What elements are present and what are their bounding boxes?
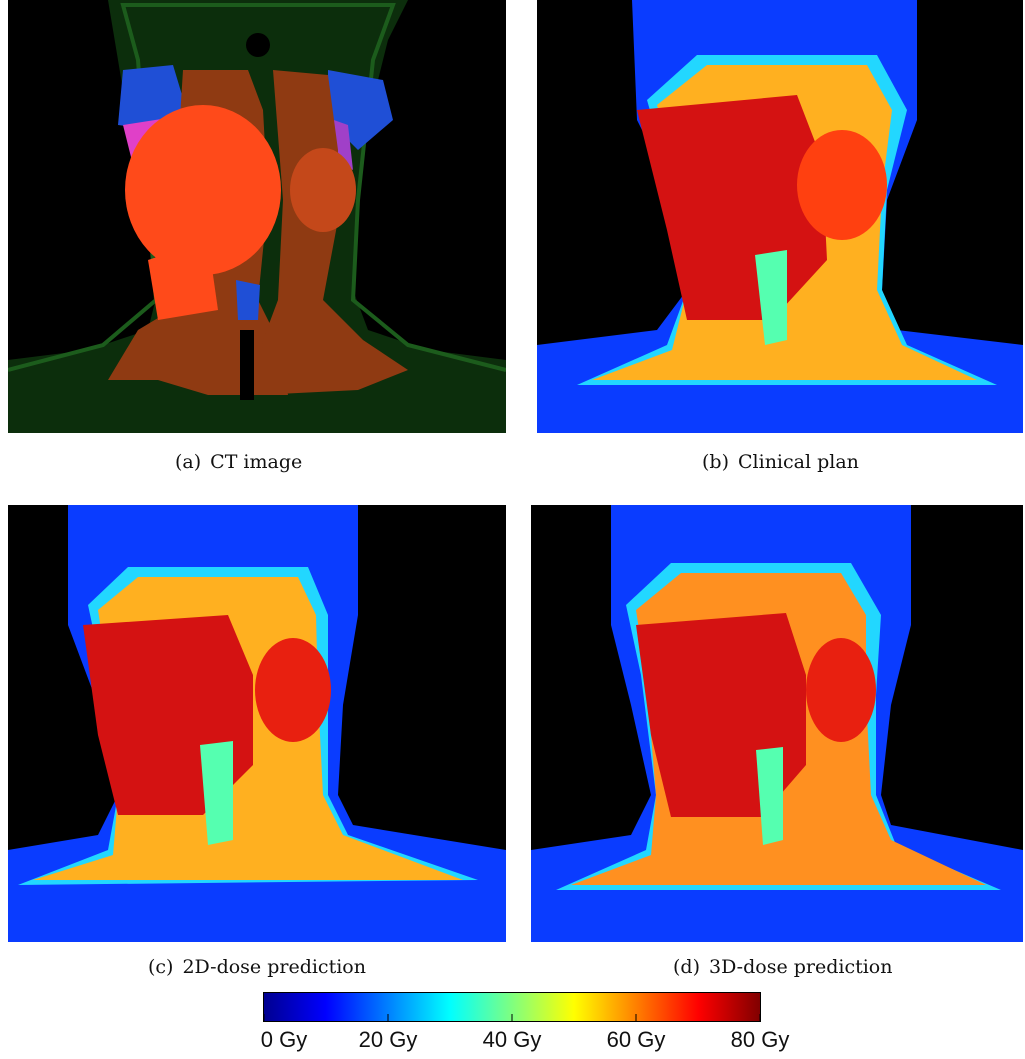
colorbar-tick-label: 0 Gy — [260, 1027, 308, 1052]
panel-b-label: (b) — [702, 451, 729, 473]
colorbar-tick-label: 80 Gy — [730, 1027, 790, 1052]
dose-colorbar — [263, 992, 761, 1022]
panel-d-caption: (d) 3D-dose prediction — [673, 956, 893, 978]
2d-dose-prediction-map — [8, 505, 506, 942]
clinical-plan-dose-map — [537, 0, 1023, 433]
3d-dose-prediction-panel — [531, 505, 1023, 942]
panel-a-title: CT image — [210, 451, 303, 473]
panel-a-caption: (a) CT image — [175, 451, 302, 473]
colorbar-tick-label: 20 Gy — [358, 1027, 418, 1052]
ct-image — [8, 0, 506, 433]
panel-d-title: 3D-dose prediction — [709, 956, 893, 978]
panel-b-title: Clinical plan — [738, 451, 859, 473]
clinical-plan-panel — [537, 0, 1023, 433]
panel-c-label: (c) — [148, 956, 174, 978]
panel-a-label: (a) — [175, 451, 202, 473]
colorbar-tick-label: 60 Gy — [606, 1027, 666, 1052]
3d-dose-prediction-map — [531, 505, 1023, 942]
colorbar-tick-label: 40 Gy — [482, 1027, 542, 1052]
panel-d-label: (d) — [673, 956, 700, 978]
panel-c-caption: (c) 2D-dose prediction — [148, 956, 366, 978]
ct-image-panel — [8, 0, 506, 433]
2d-dose-prediction-panel — [8, 505, 506, 942]
panel-c-title: 2D-dose prediction — [182, 956, 366, 978]
panel-b-caption: (b) Clinical plan — [702, 451, 859, 473]
